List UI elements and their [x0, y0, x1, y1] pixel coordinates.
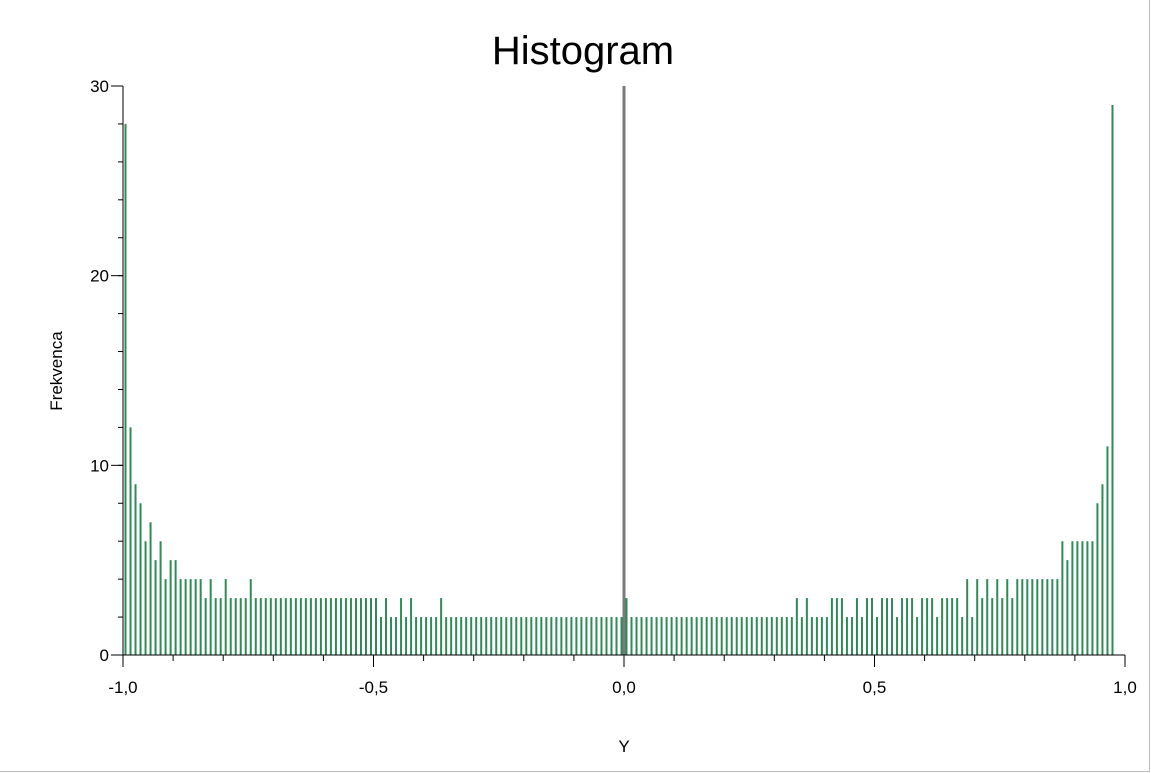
x-tick-label: 0,5 — [863, 678, 887, 697]
chart-title: Histogram — [492, 29, 674, 73]
x-axis-title: Y — [618, 737, 629, 756]
y-tick-label: 20 — [90, 267, 109, 286]
x-tick-label: 1,0 — [1113, 678, 1137, 697]
y-tick-label: 10 — [90, 456, 109, 475]
y-axis-title: Frekvenca — [47, 331, 66, 411]
bars-group — [124, 104, 1114, 655]
x-tick-label: -0,5 — [359, 678, 388, 697]
axes-group: 0 10 20 30 -1,0 -0,5 0,0 0,5 1,0 — [90, 77, 1137, 697]
y-tick-label: 0 — [100, 646, 109, 665]
y-tick-label: 30 — [90, 77, 109, 96]
x-tick-label: -1,0 — [108, 678, 137, 697]
x-tick-label: 0,0 — [612, 678, 636, 697]
